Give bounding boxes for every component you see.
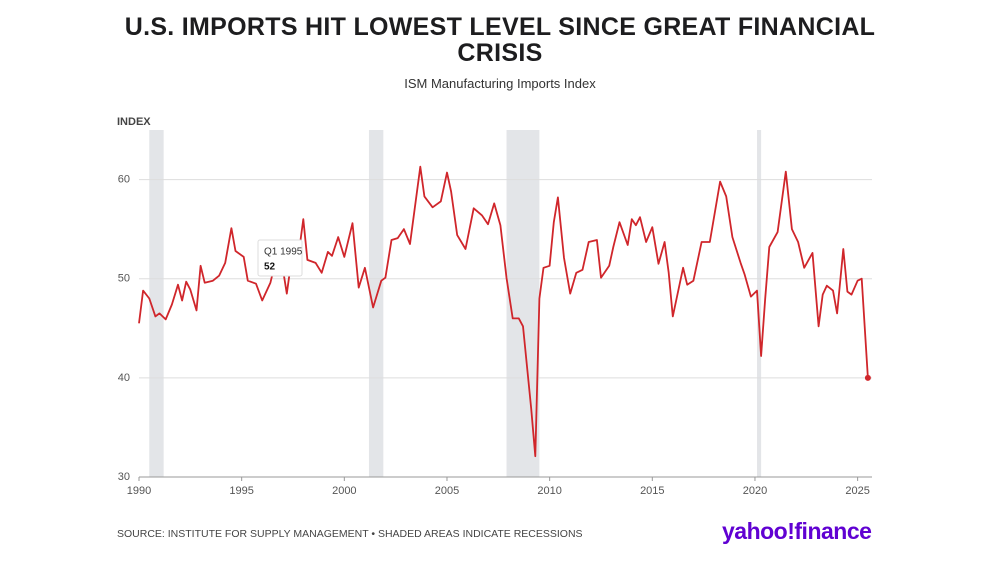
y-tick-label: 60 xyxy=(118,173,130,185)
x-tick-label: 2005 xyxy=(435,485,459,497)
y-tick-label: 40 xyxy=(118,372,130,384)
tooltip-value: 52 xyxy=(264,262,276,273)
brand-logo: yahoo!finance xyxy=(722,518,871,544)
x-tick-label: 2015 xyxy=(640,485,664,497)
source: SOURCE: INSTITUTE FOR SUPPLY MANAGEMENT … xyxy=(117,528,583,540)
chart-title: U.S. IMPORTS HIT LOWEST LEVEL SINCE GREA… xyxy=(124,13,876,67)
plot xyxy=(138,130,872,481)
recession-band xyxy=(368,130,384,477)
x-tick-label: 2010 xyxy=(537,485,561,497)
x-tick-label: 2025 xyxy=(845,485,869,497)
x-tick-label: 1990 xyxy=(127,485,151,497)
recession-band xyxy=(506,130,540,477)
y-axis-label: INDEX xyxy=(117,116,151,128)
y-tick-label: 30 xyxy=(118,471,130,483)
x-tick-label: 2000 xyxy=(332,485,356,497)
y-tick-label: 50 xyxy=(118,273,130,285)
tooltip-label: Q1 1995 xyxy=(264,247,303,258)
data-line xyxy=(138,165,869,458)
last-point xyxy=(864,374,871,381)
x-tick-label: 1995 xyxy=(229,485,253,497)
chart-subtitle: ISM Manufacturing Imports Index xyxy=(404,76,596,91)
recession-band xyxy=(757,130,762,477)
tooltip-box xyxy=(257,239,303,277)
x-tick-label: 2020 xyxy=(743,485,767,497)
tooltip: Q1 1995 52 xyxy=(257,239,303,277)
recession-band xyxy=(149,130,164,477)
